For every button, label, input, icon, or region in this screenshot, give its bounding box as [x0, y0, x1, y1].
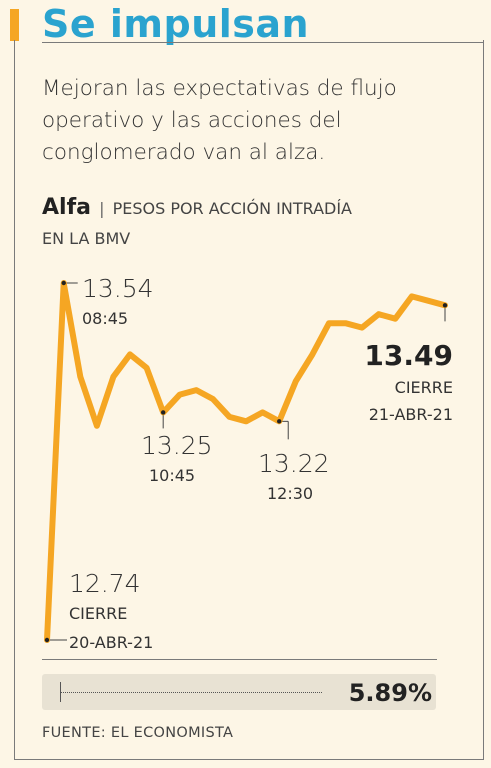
final-close-date-label: 21-ABR-21 [369, 405, 453, 424]
dip1-time-label: 10:45 [149, 466, 195, 485]
high-marker [61, 280, 66, 286]
dip2-time-label: 12:30 [267, 484, 313, 503]
unit-label-line2: EN LA BMV [42, 229, 131, 248]
change-tick [60, 682, 61, 702]
bottom-divider [42, 659, 437, 660]
dip2-marker [277, 419, 282, 424]
high-time-label: 08:45 [82, 309, 128, 328]
annotation-markers [44, 280, 448, 643]
subtitle-line: conglomerado van al alza. [42, 140, 326, 165]
open-close-date-label: 20-ABR-21 [69, 633, 153, 652]
unit-label: PESOS POR ACCIÓN INTRADÍA [112, 199, 352, 218]
dip1-marker [160, 410, 166, 415]
dip2-value-label: 13.22 [258, 449, 330, 478]
series-label: Alfa | PESOS POR ACCIÓN INTRADÍA EN LA B… [42, 193, 482, 254]
company-name: Alfa [42, 195, 91, 220]
subtitle-line: Mejoran las expectativas de flujo [42, 76, 397, 101]
change-track [60, 692, 322, 693]
high-value-label: 13.54 [82, 274, 154, 303]
dip1-value-label: 13.25 [141, 431, 213, 460]
open-marker [44, 637, 50, 643]
close-marker [442, 303, 448, 308]
page-title: Se impulsan [42, 2, 310, 46]
price-line [44, 280, 448, 643]
final-close-value-label: 13.49 [364, 339, 453, 372]
subtitle: Mejoran las expectativas de flujo operat… [42, 73, 482, 169]
percent-change: 5.89% [348, 679, 432, 707]
open-close-label: CIERRE [69, 604, 127, 623]
final-close-label: CIERRE [395, 378, 453, 397]
accent-bar [10, 9, 19, 41]
subtitle-line: operativo y las acciones del [42, 108, 342, 133]
open-close-value-label: 12.74 [69, 569, 141, 598]
title-divider [42, 42, 484, 43]
label-separator: | [99, 199, 105, 218]
frame [14, 40, 484, 760]
source-note: FUENTE: EL ECONOMISTA [42, 725, 234, 741]
